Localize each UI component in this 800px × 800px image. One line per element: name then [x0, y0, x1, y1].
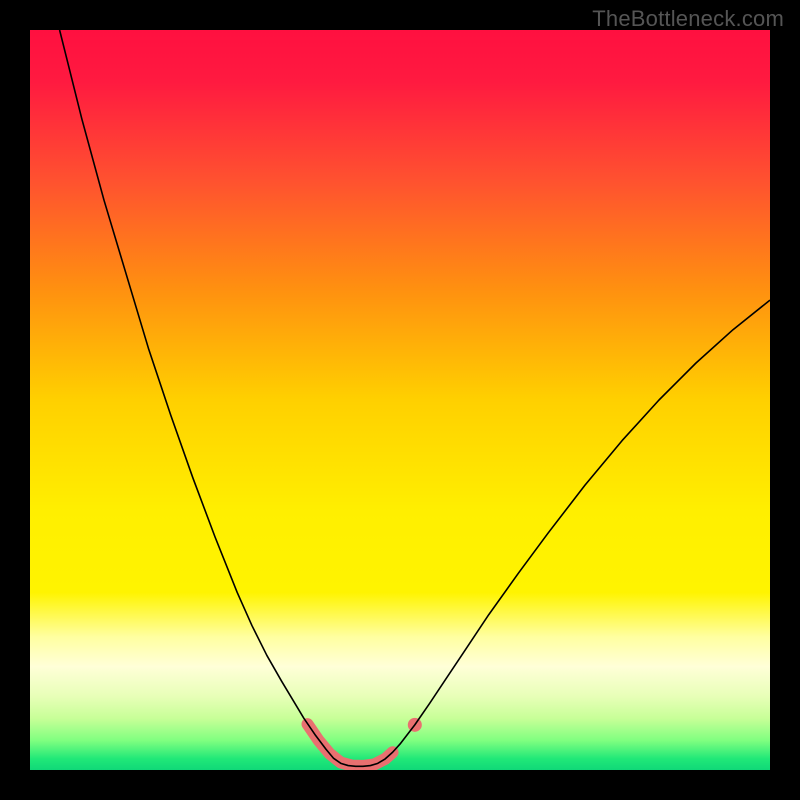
chart-svg — [30, 30, 770, 770]
watermark-text: TheBottleneck.com — [592, 6, 784, 32]
chart-frame: TheBottleneck.com — [0, 0, 800, 800]
plot-area — [30, 30, 770, 770]
